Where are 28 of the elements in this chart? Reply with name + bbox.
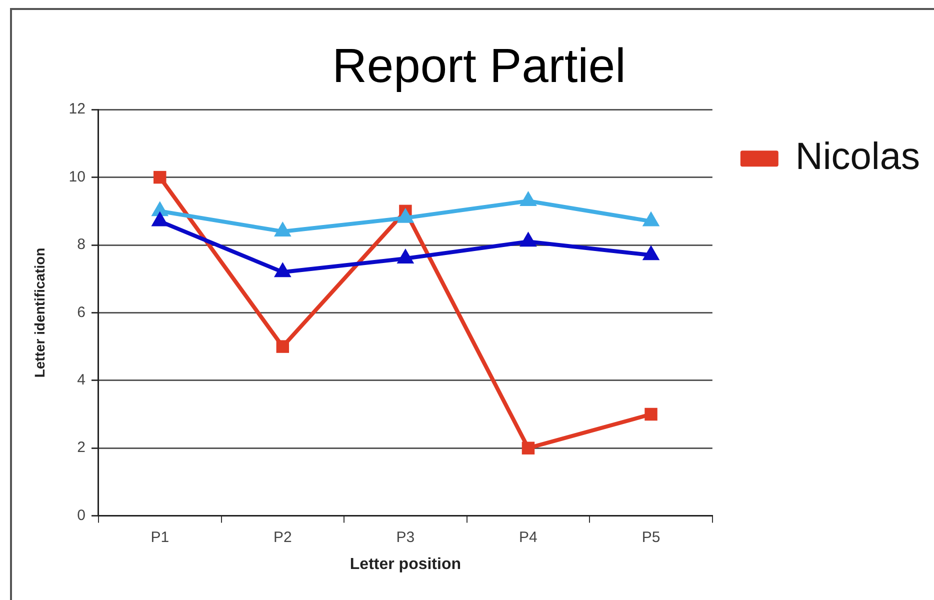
point [520,232,537,247]
point [396,208,414,223]
point [276,340,290,353]
x-axis-title: Letter position [350,556,461,573]
chart-title: Report Partiel [332,40,626,94]
y-tick-label: 12 [68,100,86,118]
point [274,262,292,278]
point [520,190,537,206]
x-tick-label: P3 [396,528,415,546]
point [274,221,292,236]
y-tick-label: 4 [77,372,86,389]
y-axis-title: Letter identification [31,248,48,378]
x-tick-label: P4 [519,528,538,546]
y-tick-label: 2 [77,439,86,456]
point [644,408,658,421]
x-tick-label: P5 [642,528,660,546]
point [151,211,169,226]
legend-label: Nicolas [795,136,920,178]
y-tick-label: 0 [77,506,86,524]
point [396,248,414,264]
point [642,211,660,226]
y-tick-label: 8 [77,236,86,254]
x-tick-label: P2 [273,528,292,546]
x-tick-label: P1 [150,528,170,546]
y-tick-label: 6 [77,304,86,321]
point [522,442,535,454]
y-tick-label: 10 [68,168,86,186]
point [642,245,660,260]
